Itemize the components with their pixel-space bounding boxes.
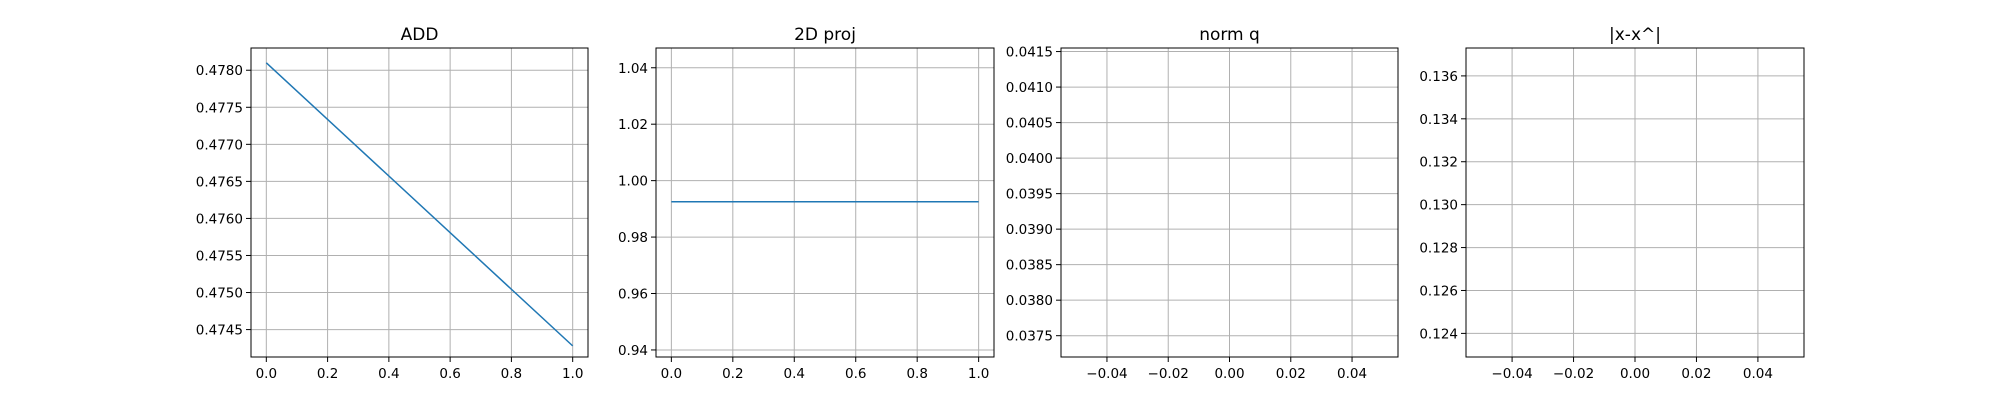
y-tick-label: 1.02 [618,117,648,133]
ticks-abs-error: −0.04 −0.02 0.00 0.02 0.04 0.124 0.126 0.128 0.1… [1419,69,1773,382]
x-tick-label: 0.8 [906,366,927,382]
y-tick-label: 0.0415 [1006,45,1053,61]
x-tick-label: 0.0 [661,366,682,382]
y-tick-label: 0.98 [618,230,648,246]
y-tick-label: 1.00 [618,174,648,190]
grid-add [251,48,588,357]
y-tick-label: 0.0375 [1006,329,1053,345]
x-tick-label: −0.02 [1148,366,1189,382]
y-tick-label: 0.94 [618,343,648,359]
subplot-2d-proj: 0.0 0.2 0.4 0.6 0.8 1.0 0.94 0.96 0.98 1.00 1.02 1.… [618,25,995,382]
y-tick-label: 0.4780 [196,63,243,79]
y-tick-label: 0.0380 [1006,293,1053,309]
grid-norm-q [1061,48,1398,357]
y-tick-label: 0.124 [1419,326,1458,342]
y-tick-label: 0.132 [1419,155,1458,171]
series-line [265,62,574,347]
y-tick-label: 0.4745 [196,323,243,339]
axes-frame-2d-proj [655,47,995,358]
subplot-add: 0.0 0.2 0.4 0.6 0.8 1.0 0.4745 0.4750 0.4755 0.47… [196,25,589,382]
y-tick-label: 0.0385 [1006,258,1053,274]
y-tick-label: 0.4760 [196,211,243,227]
x-tick-label: −0.02 [1553,366,1594,382]
y-tick-label: 0.96 [618,287,648,303]
ticks-add: 0.0 0.2 0.4 0.6 0.8 1.0 0.4745 0.4750 0.4755 0.47… [196,63,584,382]
x-tick-label: 0.4 [784,366,805,382]
y-tick-label: 0.130 [1419,198,1458,214]
y-tick-label: 0.136 [1419,69,1458,85]
x-tick-label: 0.04 [1743,366,1773,382]
x-tick-label: 0.4 [378,366,399,382]
x-tick-label: 0.0 [256,366,277,382]
grid-abs-error [1466,48,1804,357]
x-tick-label: −0.04 [1086,366,1127,382]
y-tick-label: 0.4755 [196,248,243,264]
y-tick-label: 0.4775 [196,100,243,116]
x-tick-label: −0.04 [1491,366,1532,382]
y-tick-label: 0.126 [1419,283,1458,299]
subplot-title-norm-q: norm q [1199,25,1260,45]
y-tick-label: 0.4770 [196,137,243,153]
x-tick-label: 0.00 [1214,366,1244,382]
subplot-title-abs-error: |x-x^| [1609,25,1661,45]
ticks-2d-proj: 0.0 0.2 0.4 0.6 0.8 1.0 0.94 0.96 0.98 1.00 1.02 1.… [618,61,989,382]
x-tick-label: 0.2 [722,366,743,382]
x-tick-label: 0.6 [439,366,460,382]
y-tick-label: 0.4750 [196,286,243,302]
x-tick-label: 0.04 [1337,366,1367,382]
subplot-title-add: ADD [401,25,439,45]
axes-frame-abs-error [1465,47,1805,358]
subplot-title-2d-proj: 2D proj [794,25,856,45]
x-tick-label: 0.02 [1276,366,1306,382]
y-tick-label: 0.128 [1419,241,1458,257]
x-tick-label: 0.6 [845,366,866,382]
y-tick-label: 1.04 [618,61,648,77]
y-tick-label: 0.0390 [1006,222,1053,238]
x-tick-label: 0.8 [501,366,522,382]
subplot-norm-q: −0.04 −0.02 0.00 0.02 0.04 0.0375 0.0380 0.0385… [1006,25,1399,382]
axes-frame-norm-q [1060,47,1399,358]
y-tick-label: 0.134 [1419,112,1458,128]
series-add [265,62,574,347]
axes-frame-add [250,47,589,358]
x-tick-label: 1.0 [968,366,989,382]
y-tick-label: 0.0395 [1006,187,1053,203]
x-tick-label: 0.2 [317,366,338,382]
x-tick-label: 0.00 [1620,366,1650,382]
y-tick-label: 0.0410 [1006,80,1053,96]
subplot-abs-error: −0.04 −0.02 0.00 0.02 0.04 0.124 0.126 0.128 0.1… [1419,25,1805,382]
y-tick-label: 0.0405 [1006,116,1053,132]
y-tick-label: 0.4765 [196,174,243,190]
x-tick-label: 1.0 [562,366,583,382]
ticks-norm-q: −0.04 −0.02 0.00 0.02 0.04 0.0375 0.0380 0.0385… [1006,45,1367,382]
x-tick-label: 0.02 [1681,366,1711,382]
y-tick-label: 0.0400 [1006,151,1053,167]
